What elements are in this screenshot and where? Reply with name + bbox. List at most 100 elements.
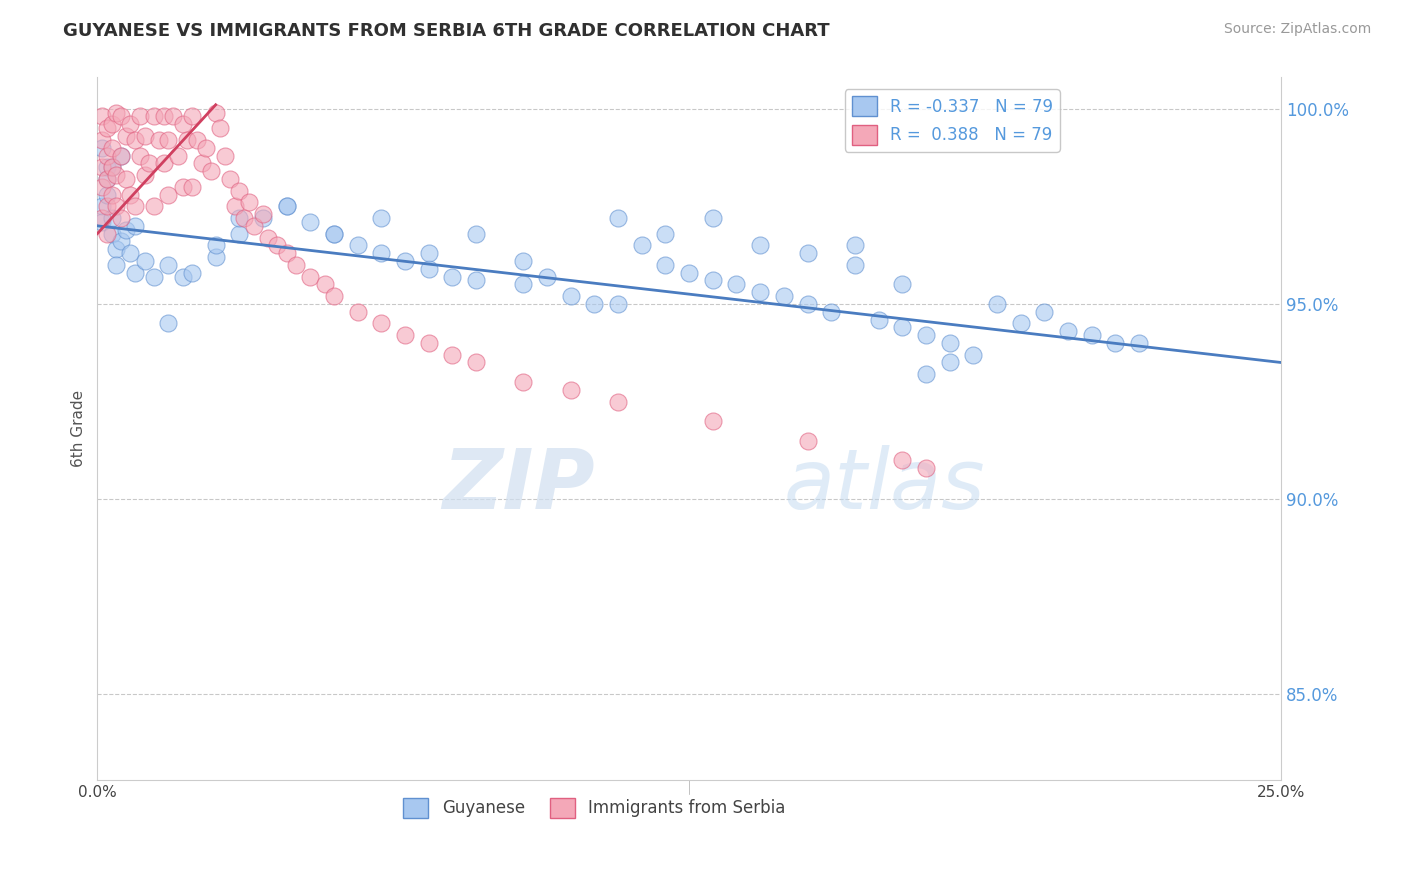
Point	[796, 297, 818, 311]
Point	[105, 105, 128, 120]
Point	[868, 312, 890, 326]
Point	[252, 207, 274, 221]
Point	[204, 105, 226, 120]
Point	[138, 156, 160, 170]
Point	[124, 133, 146, 147]
Legend: Guyanese, Immigrants from Serbia: Guyanese, Immigrants from Serbia	[396, 791, 792, 825]
Point	[1104, 335, 1126, 350]
Point	[134, 128, 156, 143]
Point	[323, 227, 346, 241]
Point	[749, 285, 772, 300]
Point	[228, 211, 250, 225]
Point	[96, 121, 118, 136]
Point	[114, 223, 136, 237]
Point	[938, 355, 960, 369]
Point	[91, 179, 114, 194]
Point	[129, 148, 152, 162]
Point	[276, 199, 298, 213]
Text: GUYANESE VS IMMIGRANTS FROM SERBIA 6TH GRADE CORRELATION CHART: GUYANESE VS IMMIGRANTS FROM SERBIA 6TH G…	[63, 22, 830, 40]
Point	[276, 199, 298, 213]
Point	[607, 394, 630, 409]
Point	[96, 187, 118, 202]
Point	[105, 199, 128, 213]
Point	[129, 110, 152, 124]
Point	[1080, 328, 1102, 343]
Point	[654, 258, 676, 272]
Point	[91, 141, 114, 155]
Point	[441, 348, 464, 362]
Point	[124, 199, 146, 213]
Point	[100, 117, 122, 131]
Text: atlas: atlas	[783, 444, 986, 525]
Point	[172, 179, 194, 194]
Point	[219, 172, 242, 186]
Point	[536, 269, 558, 284]
Point	[266, 238, 288, 252]
Point	[228, 227, 250, 241]
Point	[346, 238, 368, 252]
Point	[242, 219, 264, 233]
Point	[276, 246, 298, 260]
Text: ZIP: ZIP	[441, 444, 595, 525]
Point	[1128, 335, 1150, 350]
Point	[91, 199, 114, 213]
Point	[105, 242, 128, 256]
Point	[120, 117, 142, 131]
Point	[143, 269, 166, 284]
Point	[96, 172, 118, 186]
Point	[204, 238, 226, 252]
Point	[607, 297, 630, 311]
Point	[238, 195, 260, 210]
Point	[100, 160, 122, 174]
Point	[465, 273, 488, 287]
Point	[938, 335, 960, 350]
Point	[465, 227, 488, 241]
Point	[560, 289, 582, 303]
Point	[314, 277, 336, 292]
Point	[465, 355, 488, 369]
Point	[181, 110, 204, 124]
Point	[891, 277, 914, 292]
Point	[157, 133, 180, 147]
Point	[441, 269, 464, 284]
Point	[1010, 317, 1032, 331]
Point	[124, 266, 146, 280]
Point	[172, 117, 194, 131]
Point	[143, 199, 166, 213]
Point	[157, 317, 180, 331]
Point	[96, 172, 118, 186]
Point	[96, 199, 118, 213]
Point	[346, 304, 368, 318]
Point	[152, 110, 174, 124]
Point	[152, 156, 174, 170]
Point	[157, 187, 180, 202]
Point	[100, 141, 122, 155]
Point	[299, 215, 322, 229]
Point	[209, 121, 232, 136]
Point	[844, 258, 866, 272]
Point	[100, 227, 122, 241]
Point	[200, 164, 222, 178]
Point	[110, 211, 132, 225]
Point	[91, 133, 114, 147]
Point	[299, 269, 322, 284]
Point	[820, 304, 842, 318]
Point	[91, 110, 114, 124]
Point	[96, 148, 118, 162]
Point	[91, 215, 114, 229]
Point	[162, 110, 184, 124]
Point	[114, 128, 136, 143]
Point	[702, 273, 724, 287]
Point	[796, 434, 818, 448]
Point	[105, 168, 128, 182]
Point	[630, 238, 652, 252]
Point	[124, 219, 146, 233]
Point	[134, 168, 156, 182]
Point	[195, 141, 218, 155]
Point	[224, 199, 246, 213]
Point	[233, 211, 256, 225]
Text: Source: ZipAtlas.com: Source: ZipAtlas.com	[1223, 22, 1371, 37]
Point	[120, 187, 142, 202]
Point	[114, 172, 136, 186]
Point	[134, 254, 156, 268]
